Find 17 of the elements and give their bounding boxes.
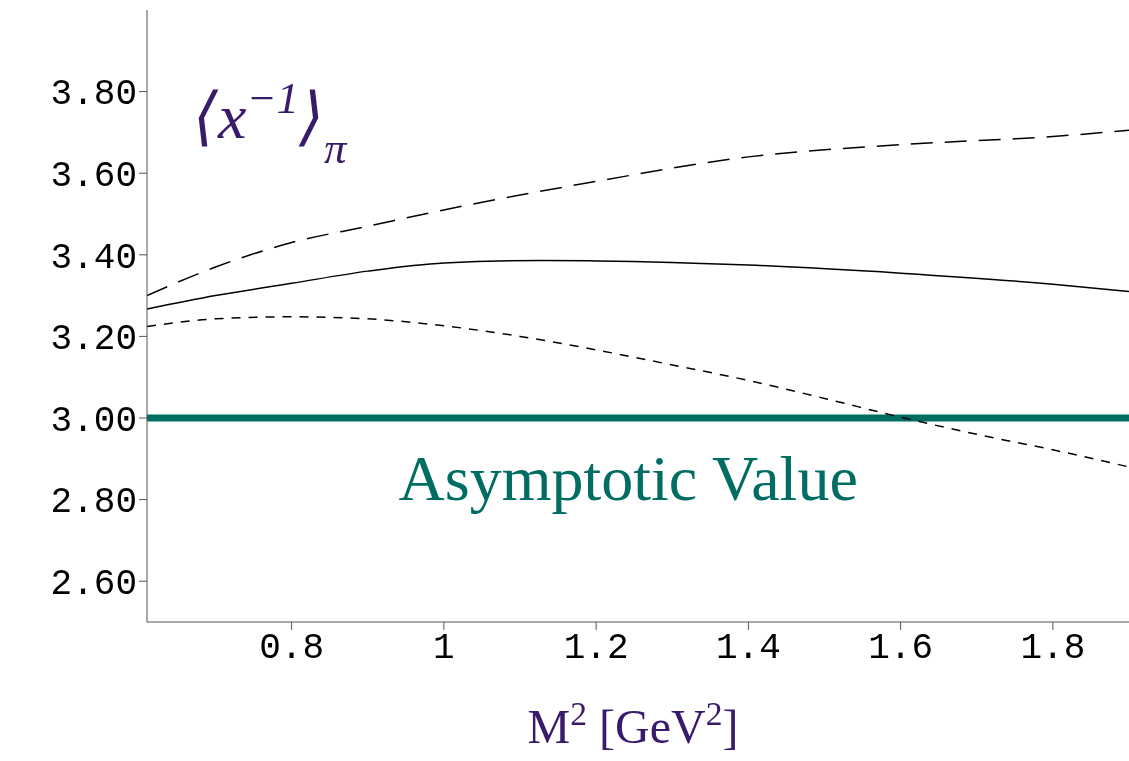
y-tick-label: 3.00 (50, 400, 137, 442)
y-tick-label: 3.80 (50, 74, 137, 116)
y-tick-label: 3.20 (50, 319, 137, 361)
x-tick-label: 1.2 (563, 627, 629, 669)
x-tick-label: 1 (433, 627, 455, 669)
text: ⟨x$^{−1}$⟩$_{π}$ (193, 73, 348, 173)
line-series (147, 259, 1129, 310)
y-tick-label: 2.60 (50, 563, 137, 605)
x-tick-label: 1.6 (868, 627, 934, 669)
x-tick-label: 0.8 (259, 627, 325, 669)
y-tick-label: 2.80 (50, 482, 137, 524)
y-tick-label: 3.60 (50, 155, 137, 197)
y-tick-label: 3.40 (50, 237, 137, 279)
x-tick-label: 1.8 (1020, 627, 1086, 669)
x-tick-label: 1.4 (715, 627, 781, 669)
ref-line-label: Asymptotic Value (398, 443, 858, 514)
x-axis-title: M$^{2}$ [GeV$^{2}$] (527, 694, 739, 753)
